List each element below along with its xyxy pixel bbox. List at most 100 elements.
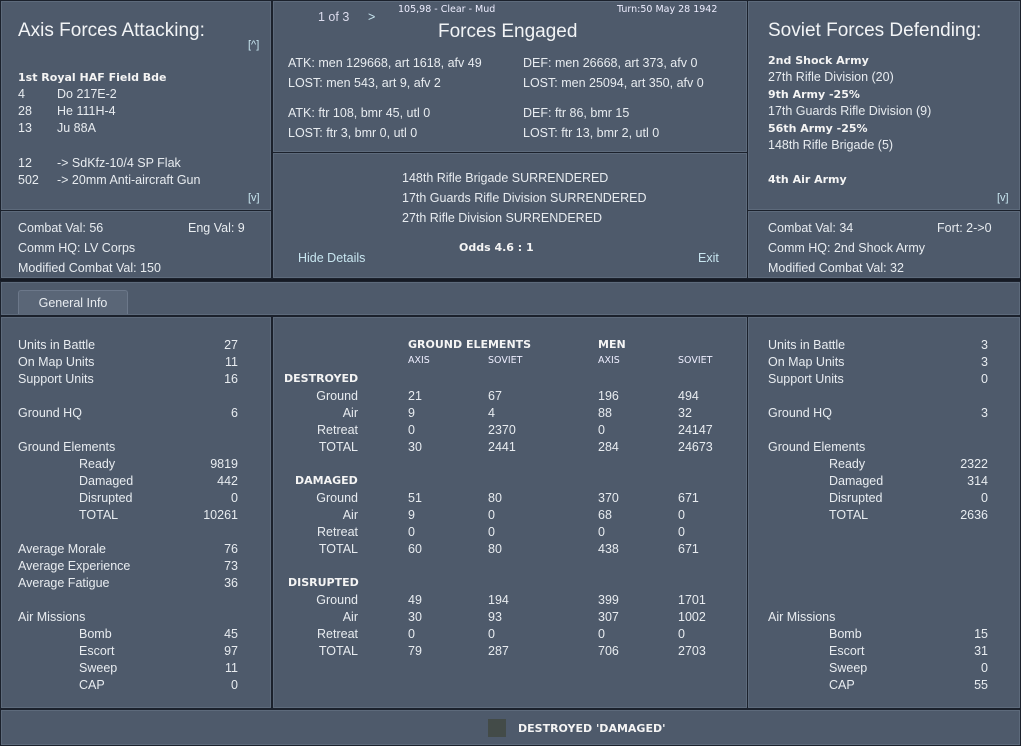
page-title: Forces Engaged — [438, 21, 578, 42]
stat-label: TOTAL — [79, 508, 119, 522]
column-header: SOVIET — [488, 355, 523, 366]
row-label: Air — [342, 406, 358, 420]
element-name: He 111H-4 — [57, 104, 116, 118]
def-air: DEF: ftr 86, bmr 15 — [523, 106, 630, 120]
cell-value: 2441 — [488, 440, 516, 454]
location-info: 105,98 - Clear - Mud — [398, 4, 496, 15]
cell-value: 307 — [598, 610, 619, 624]
stat-label: On Map Units — [18, 355, 95, 369]
stat-label: Ground Elements — [768, 440, 866, 454]
section-header: DAMAGED — [295, 474, 358, 487]
cell-value: 0 — [598, 423, 605, 437]
attacker-unit-name: 1st Royal HAF Field Bde — [18, 71, 167, 84]
element-name: Do 217E-2 — [57, 87, 117, 101]
scroll-up-button[interactable]: [^] — [248, 39, 260, 51]
cell-value: 80 — [488, 542, 502, 556]
cell-value: 21 — [408, 389, 422, 403]
stat-label: Ground HQ — [768, 406, 832, 420]
attacker-title: Axis Forces Attacking: — [18, 20, 205, 41]
stat-label: Average Fatigue — [18, 576, 110, 590]
row-label: Retreat — [317, 423, 358, 437]
cell-value: 0 — [408, 627, 415, 641]
defender-scroll-down-button[interactable]: [v] — [997, 192, 1009, 204]
element-name: Ju 88A — [57, 121, 96, 135]
stat-value: 15 — [974, 627, 988, 641]
def-ground-lost: LOST: men 25094, art 350, afv 0 — [523, 76, 704, 90]
defender-modified-combat-val: Modified Combat Val: 32 — [768, 261, 904, 275]
stat-label: Ready — [829, 457, 866, 471]
element-count: 13 — [18, 121, 32, 135]
stat-value: 314 — [967, 474, 988, 488]
next-page-button[interactable]: > — [368, 10, 376, 24]
cell-value: 24147 — [678, 423, 713, 437]
cell-value: 49 — [408, 593, 422, 607]
def-air-lost: LOST: ftr 13, bmr 2, utl 0 — [523, 126, 660, 140]
stat-label: Air Missions — [18, 610, 86, 624]
cell-value: 79 — [408, 644, 422, 658]
cell-value: 284 — [598, 440, 619, 454]
stat-value: 76 — [224, 542, 238, 556]
stat-value: 36 — [224, 576, 238, 590]
cell-value: 30 — [408, 440, 422, 454]
cell-value: 0 — [678, 508, 685, 522]
def-ground: DEF: men 26668, art 373, afv 0 — [523, 56, 698, 70]
attacker-eng-val: Eng Val: 9 — [188, 221, 245, 235]
attacker-summary-panel — [0, 210, 272, 279]
section-header: DESTROYED — [284, 372, 359, 385]
cell-value: 30 — [408, 610, 422, 624]
cell-value: 1002 — [678, 610, 706, 624]
stat-value: 2322 — [960, 457, 988, 471]
stat-value: 55 — [974, 678, 988, 692]
attacker-combat-val: Combat Val: 56 — [18, 221, 104, 235]
cell-value: 370 — [598, 491, 619, 505]
cell-value: 196 — [598, 389, 619, 403]
stat-value: 73 — [224, 559, 238, 573]
cell-value: 671 — [678, 542, 699, 556]
row-label: Ground — [316, 593, 358, 607]
cell-value: 80 — [488, 491, 502, 505]
tab-strip — [0, 281, 1021, 316]
stat-label: Sweep — [79, 661, 118, 675]
turn-date: Turn:50 May 28 1942 — [617, 4, 718, 15]
cell-value: 0 — [488, 508, 495, 522]
tab-general-info[interactable]: General Info — [18, 290, 128, 314]
atk-air-lost: LOST: ftr 3, bmr 0, utl 0 — [288, 126, 418, 140]
cell-value: 0 — [678, 525, 685, 539]
right-stats-panel — [747, 316, 1021, 709]
stat-label: Support Units — [768, 372, 844, 386]
exit-button[interactable]: Exit — [698, 251, 719, 265]
stat-value: 0 — [981, 661, 988, 675]
table-panel — [272, 316, 748, 709]
stat-label: Damaged — [79, 474, 134, 488]
left-stats-panel — [0, 316, 272, 709]
legend-label: DESTROYED 'DAMAGED' — [518, 722, 666, 735]
stat-value: 0 — [231, 491, 238, 505]
stat-value: 10261 — [203, 508, 238, 522]
cell-value: 0 — [488, 525, 495, 539]
stat-label: CAP — [829, 678, 855, 692]
cell-value: 4 — [488, 406, 495, 420]
stat-value: 3 — [981, 338, 988, 352]
stat-label: Bomb — [79, 627, 112, 641]
element-count: 28 — [18, 104, 32, 118]
result-message: 17th Guards Rifle Division SURRENDERED — [402, 191, 647, 205]
element-name: -> 20mm Anti-aircraft Gun — [57, 173, 201, 187]
row-label: Air — [342, 508, 358, 522]
stat-label: Escort — [829, 644, 865, 658]
hide-details-button[interactable]: Hide Details — [298, 251, 366, 265]
stat-label: Disrupted — [79, 491, 133, 505]
attacker-scroll-down-button[interactable]: [v] — [248, 192, 260, 204]
stat-label: Units in Battle — [18, 338, 96, 352]
cell-value: 0 — [488, 627, 495, 641]
stat-value: 27 — [224, 338, 238, 352]
stat-label: On Map Units — [768, 355, 845, 369]
row-label: Retreat — [317, 627, 358, 641]
cell-value: 671 — [678, 491, 699, 505]
result-message: 148th Rifle Brigade SURRENDERED — [402, 171, 609, 185]
stat-label: Average Morale — [18, 542, 107, 556]
cell-value: 1701 — [678, 593, 706, 607]
defender-unit-line: 4th Air Army — [768, 173, 847, 186]
cell-value: 0 — [598, 627, 605, 641]
atk-ground: ATK: men 129668, art 1618, afv 49 — [288, 56, 482, 70]
stat-value: 3 — [981, 406, 988, 420]
